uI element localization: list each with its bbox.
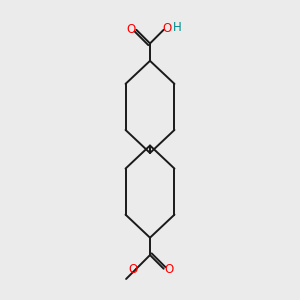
- Text: O: O: [162, 22, 171, 35]
- Text: O: O: [129, 263, 138, 276]
- Text: H: H: [173, 21, 182, 34]
- Text: O: O: [164, 263, 174, 276]
- Text: O: O: [126, 23, 136, 36]
